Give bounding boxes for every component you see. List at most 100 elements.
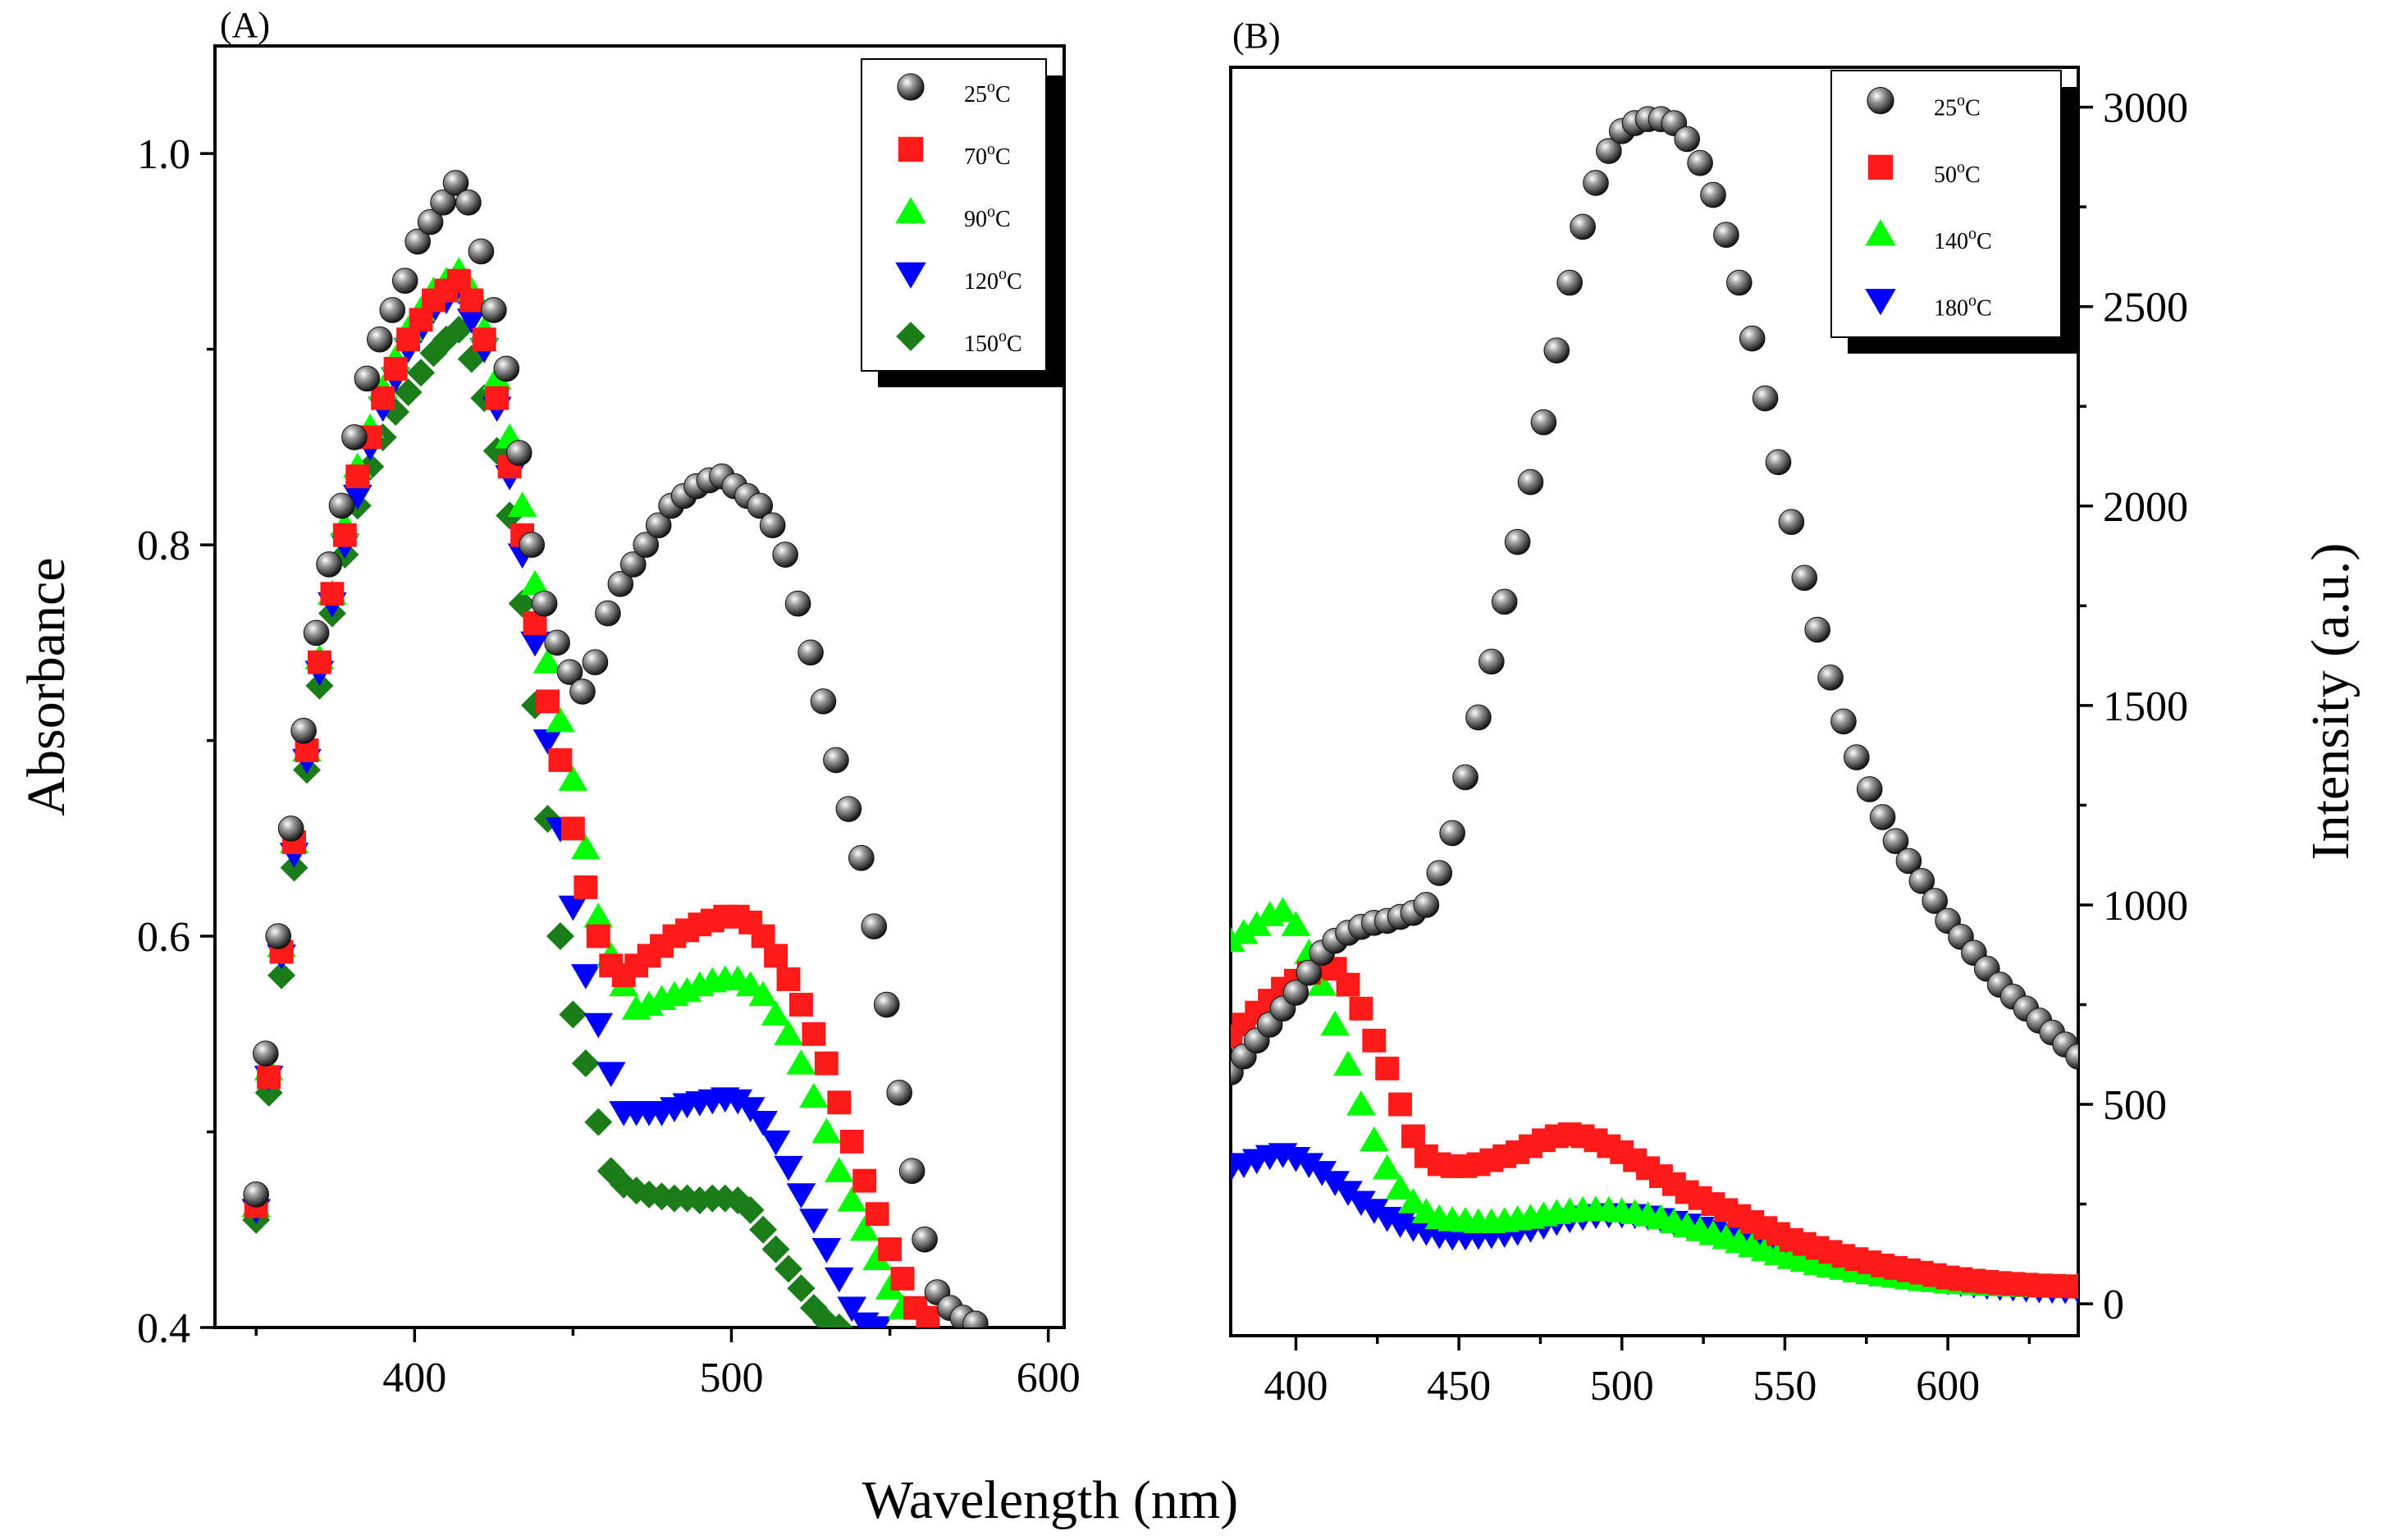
- panel-a-point: [472, 327, 496, 352]
- panel-b-legend-marker: [1865, 219, 1896, 246]
- panel-b-point: [1307, 971, 1337, 996]
- panel-a-y-tick-label: 0.4: [137, 1305, 190, 1352]
- panel-a-legend-label: 120oC: [964, 265, 1022, 295]
- panel-a-point: [277, 816, 304, 842]
- panel-b-series-140: [1231, 897, 2078, 1298]
- panel-a-point: [824, 1157, 854, 1182]
- panel-b-point: [1268, 897, 1298, 922]
- panel-a-point: [810, 688, 837, 715]
- panel-a-plot-frame: [213, 44, 1066, 1329]
- panel-a-point: [748, 1111, 778, 1136]
- panel-a-point: [531, 590, 558, 617]
- panel-a-point: [595, 600, 621, 627]
- panel-b-point: [1504, 528, 1531, 555]
- panel-a-point: [824, 1267, 854, 1293]
- panel-a-point: [786, 1049, 816, 1075]
- panel-a-point: [548, 747, 573, 772]
- figure-x-axis-title: Wavelength (nm): [862, 1470, 1238, 1530]
- panel-a-legend-label: 90oC: [964, 203, 1011, 232]
- panel-b-point: [1895, 848, 1922, 875]
- panel-a-legend-box: [861, 58, 1047, 372]
- panel-a-point: [886, 1080, 912, 1106]
- panel-a-point: [558, 895, 588, 921]
- panel-a-point: [456, 308, 487, 334]
- panel-b-y-tick-label: 1500: [2103, 683, 2188, 730]
- panel-a-point: [570, 964, 601, 989]
- panel-a-point: [774, 1155, 803, 1181]
- panel-a-point: [536, 689, 560, 714]
- panel-a-x-tick-label: 500: [699, 1355, 763, 1401]
- panel-b-x-tick-label: 600: [1916, 1363, 1980, 1410]
- panel-a-series-120: [241, 279, 892, 1328]
- panel-a-point: [307, 650, 331, 674]
- panel-a-point: [586, 924, 610, 948]
- panel-b-point: [1908, 867, 1935, 894]
- panel-a-point: [257, 1065, 281, 1090]
- panel-b-point: [1231, 918, 1259, 944]
- panel-b-point: [1778, 509, 1805, 536]
- panel-a-point: [761, 1000, 791, 1026]
- panel-b-point: [1817, 665, 1844, 691]
- panel-b-point: [1478, 648, 1505, 675]
- panel-b-point: [2066, 1274, 2078, 1299]
- panel-a-point: [645, 512, 672, 539]
- panel-a-point: [748, 980, 778, 1007]
- panel-b-point: [1413, 892, 1440, 918]
- panel-a-point: [404, 228, 431, 255]
- panel-b-x-tick-label: 450: [1427, 1363, 1491, 1410]
- panel-a-point: [520, 569, 550, 596]
- panel-b-point: [1882, 828, 1909, 854]
- panel-b-point: [1844, 744, 1870, 770]
- panel-b-point: [1543, 337, 1570, 363]
- panel-b-point: [1726, 269, 1753, 296]
- panel-b-point: [1426, 860, 1453, 886]
- panel-b-point: [1349, 996, 1373, 1021]
- panel-b-point: [1320, 1010, 1350, 1036]
- panel-a-point: [508, 589, 537, 618]
- panel-b-y-tick-label: 0: [2103, 1282, 2124, 1328]
- panel-b-point: [1385, 1174, 1415, 1200]
- panel-a-point: [912, 1226, 938, 1253]
- panel-b-point: [1281, 911, 1311, 936]
- panel-a-point: [584, 1108, 613, 1136]
- panel-a-x-tick-label: 400: [382, 1355, 446, 1401]
- panel-a-point: [303, 619, 330, 647]
- panel-a-point: [772, 542, 798, 568]
- panel-a-point: [583, 903, 614, 928]
- panel-a-legend-marker: [898, 136, 924, 162]
- panel-b-series-50: [1231, 954, 2078, 1299]
- panel-b-point: [1700, 181, 1726, 208]
- panel-b-point: [1739, 325, 1766, 352]
- panel-b-y-tick-label: 1000: [2103, 883, 2188, 930]
- panel-a-point: [735, 971, 765, 997]
- panel-a-point: [865, 1202, 889, 1227]
- panel-a-point: [764, 944, 788, 968]
- panel-a-point: [379, 297, 406, 323]
- panel-a-point: [345, 464, 370, 489]
- panel-a-point: [962, 1310, 989, 1328]
- panel-a-legend-label: 70oC: [964, 140, 1011, 170]
- panel-a-point: [861, 913, 888, 939]
- panel-b-point: [1804, 616, 1830, 643]
- panel-b-point: [1388, 1092, 1413, 1117]
- panel-b-legend-label: 140oC: [1934, 225, 1992, 254]
- panel-a-point: [342, 484, 372, 510]
- panel-a-point: [811, 1117, 842, 1144]
- panel-b-point: [1398, 1188, 1428, 1213]
- panel-a-point: [787, 1274, 816, 1303]
- panel-b-point: [1439, 820, 1465, 847]
- panel-a-point: [799, 1209, 829, 1234]
- panel-b: 400 450 500 550 600 0 500 1000 1500 2000 2500 3000 I…: [1229, 16, 2360, 1410]
- panel-a-point: [332, 523, 357, 547]
- panel-a-point: [849, 1215, 880, 1241]
- panel-a-point: [749, 1215, 778, 1244]
- panel-b-point: [1359, 1199, 1389, 1224]
- panel-a-point: [839, 1130, 864, 1154]
- panel-a-point: [786, 1183, 816, 1209]
- panel-a-point: [837, 1296, 867, 1323]
- panel-a-point: [532, 729, 563, 755]
- panel-b-y-axis-title: Intensity (a.u.): [2301, 543, 2360, 861]
- panel-a-point: [520, 631, 550, 657]
- panel-b-point: [1856, 776, 1883, 802]
- panel-b-point: [1517, 468, 1544, 496]
